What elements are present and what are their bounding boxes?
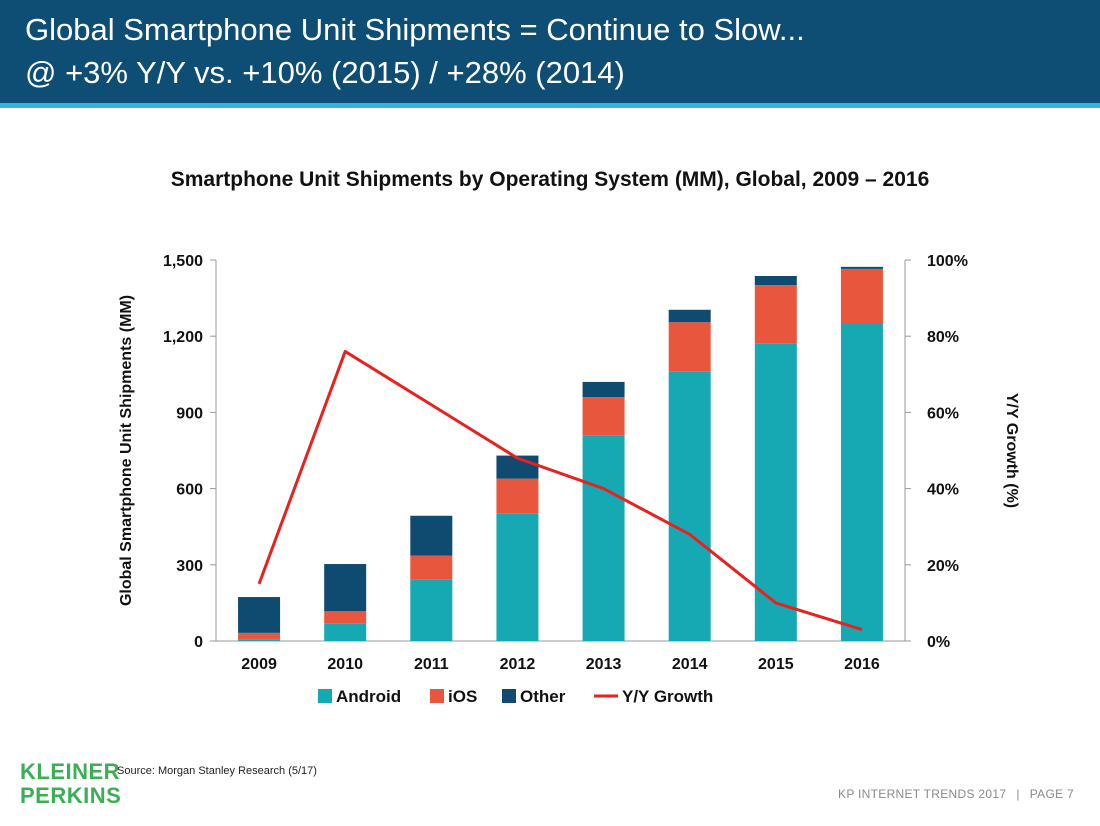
bar-other-2009: [238, 597, 281, 633]
bar-android-2011: [410, 579, 453, 641]
source-note: Source: Morgan Stanley Research (5/17): [117, 765, 317, 777]
bar-other-2016: [840, 266, 883, 269]
bar-android-2012: [496, 513, 539, 641]
slide-title-line-1: Global Smartphone Unit Shipments = Conti…: [25, 12, 805, 47]
y-tick-label: 600: [176, 482, 203, 499]
x-tick-label: 2014: [672, 656, 708, 673]
bar-android-2013: [582, 435, 625, 641]
chart-title: Smartphone Unit Shipments by Operating S…: [170, 168, 930, 191]
slide-title-line-2: @ +3% Y/Y vs. +10% (2015) / +28% (2014): [25, 55, 625, 90]
bar-android-2015: [754, 343, 797, 641]
bar-ios-2012: [496, 478, 539, 514]
bar-ios-2014: [668, 322, 711, 372]
bar-android-2009: [238, 639, 281, 641]
legend-swatch-android: [318, 689, 332, 703]
footer-page-number: PAGE 7: [1029, 787, 1074, 801]
x-tick-label: 2010: [327, 656, 363, 673]
logo-line-2: PERKINS: [20, 783, 122, 808]
x-tick-label: 2011: [414, 656, 449, 673]
x-tick-label: 2012: [500, 656, 536, 673]
y2-tick-label: 0%: [927, 634, 950, 651]
legend-label-growth: Y/Y Growth: [622, 687, 713, 706]
title-banner: Global Smartphone Unit Shipments = Conti…: [0, 0, 1100, 108]
footer-separator: |: [1016, 787, 1020, 801]
y-tick-label: 1,500: [163, 253, 203, 270]
logo-line-1: KLEINER: [20, 759, 121, 784]
legend-swatch-ios: [430, 689, 444, 703]
bar-android-2014: [668, 371, 711, 641]
chart-area: 0 300 600 900 1,200 1,500 0% 20% 40% 60% 80% 100% Gl…: [118, 253, 1020, 706]
y-tick-label: 900: [176, 405, 203, 422]
bar-other-2014: [668, 309, 711, 323]
bar-other-2015: [754, 276, 797, 286]
y-tick-label: 0: [194, 634, 203, 651]
y2-tick-label: 100%: [927, 253, 968, 270]
legend-label-other: Other: [520, 687, 566, 706]
bar-android-2016: [840, 323, 883, 641]
y2-tick-label: 40%: [927, 482, 959, 499]
kleiner-perkins-logo: KLEINER PERKINS: [20, 760, 121, 808]
footer: KP INTERNET TRENDS 2017 | PAGE 7: [838, 787, 1074, 801]
y2-axis-title: Y/Y Growth (%): [1003, 393, 1020, 508]
legend-label-ios: iOS: [448, 687, 477, 706]
y2-tick-label: 60%: [927, 405, 959, 422]
legend-label-android: Android: [336, 687, 401, 706]
bar-other-2013: [582, 381, 625, 398]
bar-ios-2010: [324, 611, 367, 624]
bar-ios-2015: [754, 285, 797, 344]
footer-report-name: KP INTERNET TRENDS 2017: [838, 787, 1007, 801]
x-tick-label: 2016: [844, 656, 880, 673]
bar-android-2010: [324, 623, 367, 641]
y-tick-label: 300: [176, 558, 203, 575]
bar-ios-2016: [840, 268, 883, 324]
y2-tick-label: 80%: [927, 329, 959, 346]
y-axis-title: Global Smartphone Unit Shipments (MM): [118, 295, 135, 606]
x-tick-label: 2009: [241, 656, 277, 673]
bar-other-2010: [324, 564, 367, 612]
bar-ios-2009: [238, 632, 281, 640]
bar-ios-2011: [410, 555, 453, 580]
legend-swatch-other: [502, 689, 516, 703]
y2-tick-label: 20%: [927, 558, 959, 575]
yy-growth-line: [257, 349, 863, 632]
bar-ios-2013: [582, 397, 625, 436]
bar-other-2011: [410, 515, 453, 556]
y-tick-label: 1,200: [163, 329, 203, 346]
x-tick-label: 2013: [586, 656, 622, 673]
x-tick-label: 2015: [758, 656, 794, 673]
